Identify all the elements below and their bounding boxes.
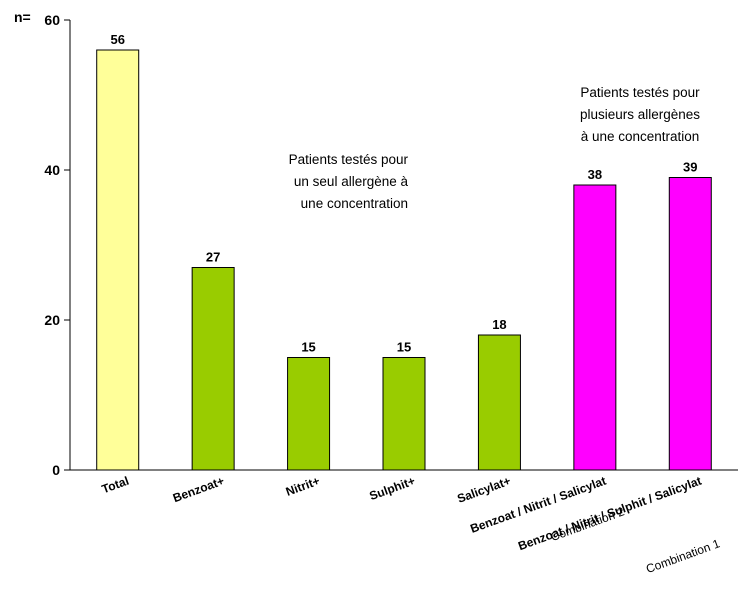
bar bbox=[477, 334, 521, 471]
x-tick-labels: Total Benzoat+ Nitrit+ Sulphit+ Salicylat+Be… bbox=[100, 474, 722, 576]
x-tick-label: Sulphit+ bbox=[367, 474, 417, 503]
bar bbox=[191, 267, 235, 471]
bars bbox=[96, 49, 712, 471]
x-sub-label: Combination 1 bbox=[644, 536, 722, 576]
bar bbox=[668, 177, 712, 471]
data-label: 18 bbox=[492, 317, 506, 332]
bar bbox=[382, 357, 426, 471]
data-label: 39 bbox=[683, 160, 697, 175]
x-tick-label: Benzoat / Nitrit / Sulphit / Salicylat bbox=[516, 474, 703, 554]
x-tick-label: Salicylat+ bbox=[455, 474, 512, 506]
x-tick-label: Nitrit+ bbox=[284, 474, 322, 499]
annotation-text: plusieurs allergènes bbox=[580, 107, 700, 122]
data-label: 27 bbox=[206, 250, 220, 265]
y-tick-label: 40 bbox=[44, 162, 60, 178]
y-tick-label: 60 bbox=[44, 12, 60, 28]
annotation-text: Patients testés pour bbox=[289, 152, 409, 167]
annotations: Patients testés pour un seul allergène à u… bbox=[289, 85, 701, 211]
y-tick-label: 20 bbox=[44, 312, 60, 328]
annotation-text: un seul allergène à bbox=[294, 174, 409, 189]
data-label: 38 bbox=[588, 167, 602, 182]
data-label: 56 bbox=[110, 32, 124, 47]
bar bbox=[287, 357, 331, 471]
bar bbox=[96, 49, 140, 471]
annotation-text: une concentration bbox=[301, 196, 408, 211]
bar bbox=[573, 184, 617, 471]
y-tick-label: 0 bbox=[52, 462, 60, 478]
data-label: 15 bbox=[301, 340, 315, 355]
annotation-text: à une concentration bbox=[581, 129, 700, 144]
y-axis-label: n= bbox=[14, 9, 31, 25]
data-labels: 56 27 15 15 18 38 39 bbox=[110, 32, 697, 355]
y-ticks: 0 20 40 60 bbox=[44, 12, 70, 478]
x-tick-label: Benzoat+ bbox=[171, 474, 226, 506]
data-label: 15 bbox=[397, 340, 411, 355]
annotation-text: Patients testés pour bbox=[580, 85, 700, 100]
x-tick-label: Total bbox=[100, 474, 131, 497]
